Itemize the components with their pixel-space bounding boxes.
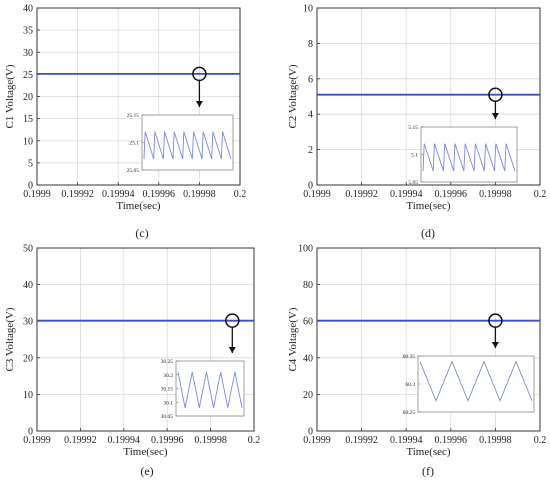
x-tick-label: 0.19996 bbox=[435, 435, 468, 446]
x-tick-label: 0.2 bbox=[534, 435, 547, 446]
panel-e: 0.1999 0.19992 0.19994 0.19996 0.19998 0.2 0 10… bbox=[4, 244, 260, 479]
y-tick-label: 4 bbox=[308, 110, 313, 121]
x-tick-label: 0.1999 bbox=[23, 435, 51, 446]
x-tick-label: 0.19994 bbox=[102, 189, 135, 200]
x-tick-label: 0.2 bbox=[534, 189, 547, 200]
inset-series-line bbox=[177, 371, 243, 408]
x-axis-label: Time(sec) bbox=[406, 200, 451, 212]
zoom-arrow-head bbox=[195, 101, 203, 107]
axes-frame bbox=[316, 247, 541, 432]
y-tick-label: 30 bbox=[23, 48, 33, 59]
y-tick-label: 100 bbox=[298, 244, 313, 255]
panel-f: 0.1999 0.19992 0.19994 0.19996 0.19998 0.2 0 20… bbox=[287, 244, 546, 479]
y-tick-label: 25 bbox=[23, 70, 33, 81]
y-tick-label: 10 bbox=[303, 4, 313, 15]
inset-y-tick-label: 30.25 bbox=[161, 359, 174, 365]
inset-y-tick-label: 25.05 bbox=[127, 168, 140, 174]
y-tick-label: 40 bbox=[303, 353, 313, 364]
y-tick-label: 60 bbox=[303, 317, 313, 328]
inset-y-tick-label: 30.15 bbox=[161, 387, 174, 393]
x-tick-label: 0.19998 bbox=[479, 435, 512, 446]
inset-y-tick-label: 5.1 bbox=[411, 153, 418, 159]
axes-frame bbox=[36, 247, 255, 432]
y-tick-label: 20 bbox=[303, 390, 313, 401]
inset-plot: 5.05 5.1 5.15 bbox=[408, 125, 518, 186]
y-tick-label: 6 bbox=[308, 74, 313, 85]
inset-plot: 25.05 25.1 25.15 bbox=[127, 113, 234, 174]
y-axis-label: C3 Voltage(V) bbox=[4, 307, 16, 371]
axes-frame bbox=[316, 7, 541, 186]
y-tick-label: 8 bbox=[308, 39, 313, 50]
x-tick-label: 0.19992 bbox=[61, 189, 94, 200]
x-tick-label: 0.19996 bbox=[435, 189, 468, 200]
x-axis-label: Time(sec) bbox=[116, 200, 161, 212]
y-tick-label: 35 bbox=[23, 26, 33, 37]
x-tick-label: 0.2 bbox=[234, 189, 247, 200]
inset-y-tick-label: 25.15 bbox=[127, 113, 140, 119]
y-tick-label: 0 bbox=[308, 427, 313, 438]
y-tick-label: 0 bbox=[308, 181, 313, 192]
x-tick-label: 0.19992 bbox=[345, 189, 378, 200]
panel-c: 0.1999 0.19992 0.19994 0.19996 0.19998 0.2 0 5 1… bbox=[4, 4, 246, 241]
inset-y-tick-label: 25.1 bbox=[129, 141, 139, 147]
y-tick-label: 5 bbox=[28, 158, 33, 169]
x-tick-label: 0.19992 bbox=[345, 435, 378, 446]
inset-y-tick-label: 60.35 bbox=[403, 354, 416, 360]
x-axis-label: Time(sec) bbox=[123, 446, 168, 458]
x-tick-label: 0.19992 bbox=[64, 435, 97, 446]
y-tick-label: 2 bbox=[308, 145, 313, 156]
panel-caption: (e) bbox=[140, 464, 153, 478]
y-tick-label: 80 bbox=[303, 280, 313, 291]
inset-y-tick-label: 30.2 bbox=[163, 373, 173, 379]
x-tick-label: 0.19998 bbox=[194, 435, 227, 446]
inset-y-tick-label: 60.3 bbox=[405, 382, 415, 388]
inset-series-line bbox=[419, 360, 533, 403]
y-tick-label: 30 bbox=[23, 317, 33, 328]
y-tick-label: 0 bbox=[28, 427, 33, 438]
y-tick-label: 40 bbox=[23, 4, 33, 15]
x-tick-label: 0.19994 bbox=[108, 435, 141, 446]
x-tick-label: 0.1999 bbox=[303, 435, 331, 446]
y-axis-label: C2 Voltage(V) bbox=[287, 64, 299, 128]
y-tick-label: 10 bbox=[23, 136, 33, 147]
inset-y-tick-label: 60.25 bbox=[403, 410, 416, 416]
inset-frame bbox=[417, 355, 535, 413]
y-tick-label: 20 bbox=[23, 353, 33, 364]
panel-caption: (d) bbox=[421, 226, 435, 240]
inset-y-tick-label: 30.1 bbox=[163, 400, 173, 406]
inset-plot: 30.05 30.1 30.15 30.2 30.25 bbox=[161, 359, 245, 420]
panel-d: 0.1999 0.19992 0.19994 0.19996 0.19998 0.2 0 2 4… bbox=[287, 4, 546, 241]
inset-series-line bbox=[143, 131, 232, 160]
x-tick-label: 0.19998 bbox=[479, 189, 512, 200]
x-tick-label: 0.19996 bbox=[151, 435, 184, 446]
zoom-arrow-head bbox=[491, 342, 499, 348]
axes-frame bbox=[36, 7, 241, 186]
x-tick-label: 0.1999 bbox=[303, 189, 331, 200]
x-tick-label: 0.19994 bbox=[390, 189, 423, 200]
y-tick-label: 40 bbox=[23, 280, 33, 291]
panel-caption: (f) bbox=[422, 464, 434, 478]
x-axis-label: Time(sec) bbox=[406, 446, 451, 458]
y-tick-label: 15 bbox=[23, 114, 33, 125]
x-tick-label: 0.19994 bbox=[390, 435, 423, 446]
y-axis-label: C4 Voltage(V) bbox=[287, 307, 299, 371]
x-tick-label: 0.1999 bbox=[23, 189, 51, 200]
inset-plot: 60.25 60.3 60.35 bbox=[403, 354, 535, 416]
y-axis-label: C1 Voltage(V) bbox=[4, 64, 16, 128]
x-tick-label: 0.19998 bbox=[183, 189, 216, 200]
inset-y-tick-label: 5.15 bbox=[408, 125, 418, 131]
zoom-arrow-head bbox=[491, 113, 499, 119]
x-tick-label: 0.2 bbox=[248, 435, 261, 446]
x-tick-label: 0.19996 bbox=[143, 189, 176, 200]
zoom-arrow-head bbox=[228, 347, 236, 353]
inset-series-line bbox=[422, 143, 516, 172]
y-tick-label: 0 bbox=[28, 181, 33, 192]
y-tick-label: 20 bbox=[23, 92, 33, 103]
y-tick-label: 10 bbox=[23, 390, 33, 401]
inset-y-tick-label: 30.05 bbox=[161, 414, 174, 420]
panel-caption: (c) bbox=[135, 226, 148, 240]
inset-y-tick-label: 5.05 bbox=[408, 180, 418, 186]
y-tick-label: 50 bbox=[23, 244, 33, 255]
